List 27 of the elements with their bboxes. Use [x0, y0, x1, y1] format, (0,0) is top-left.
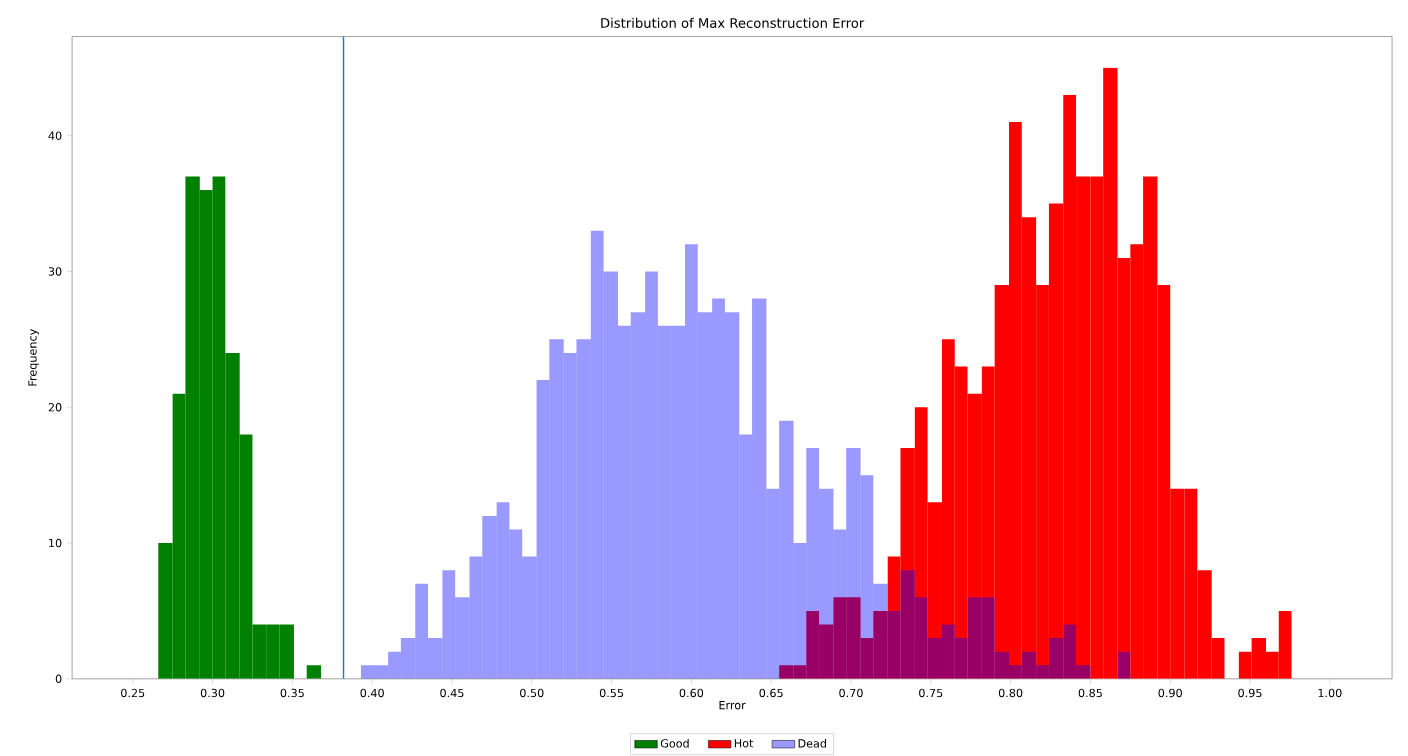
legend-label: Dead — [798, 738, 826, 748]
x-tick-label: 0.65 — [759, 688, 783, 698]
x-axis-title: Error — [719, 701, 746, 710]
x-tick-label: 0.95 — [1238, 688, 1262, 698]
x-tick-label: 0.50 — [520, 688, 544, 698]
x-tick-label: 0.25 — [121, 688, 145, 698]
x-tick-label: 0.55 — [599, 688, 624, 698]
legend-label: Good — [660, 738, 689, 748]
y-axis-title: Frequency — [28, 329, 39, 386]
legend-label: Hot — [734, 739, 754, 748]
x-tick-label: 0.40 — [360, 688, 384, 698]
x-tick-label: 0.75 — [919, 688, 943, 698]
y-tick-label: 40 — [48, 131, 62, 140]
chart-title: Distribution of Max Reconstruction Error — [601, 17, 865, 28]
y-tick-label: 30 — [48, 267, 62, 276]
x-tick-label: 0.35 — [280, 688, 304, 698]
x-tick-label: 0.90 — [1158, 688, 1182, 698]
x-tick-label: 0.85 — [1078, 688, 1102, 698]
x-tick-label: 0.70 — [839, 688, 863, 698]
x-tick-label: 0.80 — [998, 688, 1023, 698]
x-tick-label: 0.60 — [679, 688, 704, 698]
x-tick-label: 0.30 — [200, 688, 225, 698]
x-tick-label: 0.45 — [440, 688, 464, 698]
y-tick-label: 20 — [48, 403, 62, 412]
y-tick-label: 10 — [49, 538, 62, 548]
x-tick-label: 1.00 — [1318, 688, 1342, 698]
y-tick-label: 0 — [55, 674, 62, 684]
